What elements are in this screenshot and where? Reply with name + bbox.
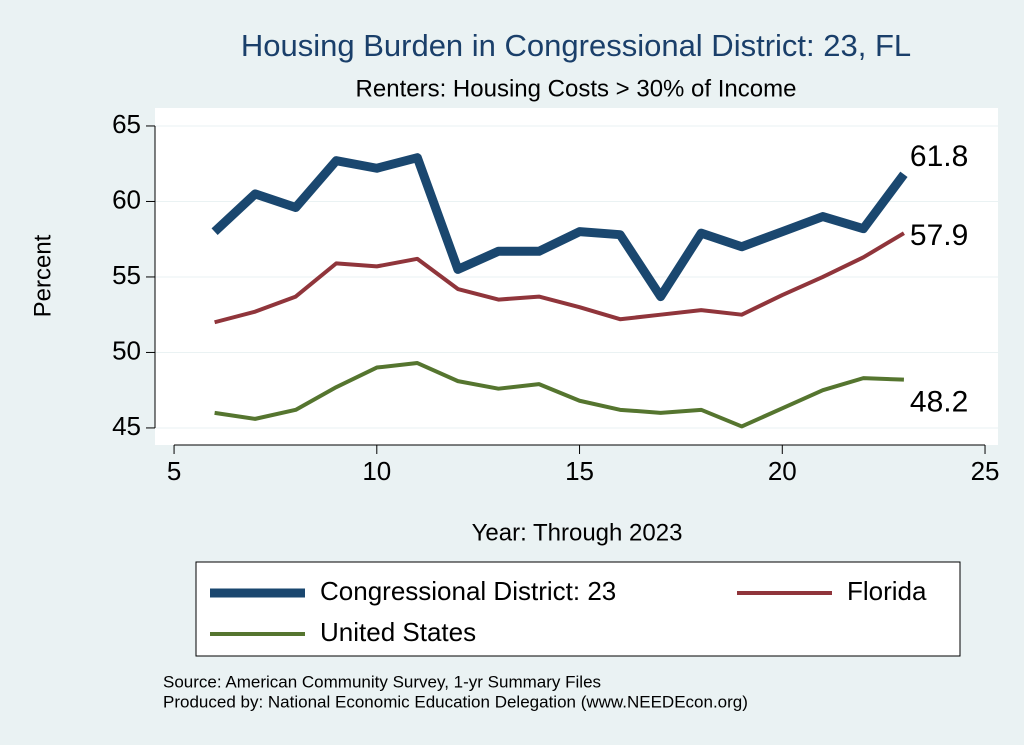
chart-title: Housing Burden in Congressional District… [241,28,911,63]
end-label: 48.2 [910,386,968,419]
x-tick-label: 15 [565,456,594,486]
x-axis-label: Year: Through 2023 [472,519,683,546]
chart-subtitle: Renters: Housing Costs > 30% of Income [356,75,797,102]
x-tick-label: 10 [362,456,391,486]
source-note: Source: American Community Survey, 1-yr … [163,672,601,691]
end-label: 57.9 [910,219,968,252]
source-note: Produced by: National Economic Education… [163,692,748,711]
y-tick-label: 60 [112,184,141,214]
x-tick-label: 20 [768,456,797,486]
x-tick-label: 25 [971,456,1000,486]
series-line [211,153,908,302]
y-axis-label: Percent [29,234,56,317]
legend-label: Congressional District: 23 [320,576,616,606]
x-tick-label: 5 [167,456,181,486]
y-tick-label: 50 [112,335,141,365]
legend-label: Florida [847,576,927,606]
end-label: 61.8 [910,140,968,173]
series-line [214,361,905,429]
series-line [214,231,905,325]
y-tick-label: 55 [112,260,141,290]
y-tick-label: 45 [112,411,141,441]
legend-box [195,561,961,657]
y-tick-label: 65 [112,109,141,139]
legend-label: United States [320,617,476,647]
